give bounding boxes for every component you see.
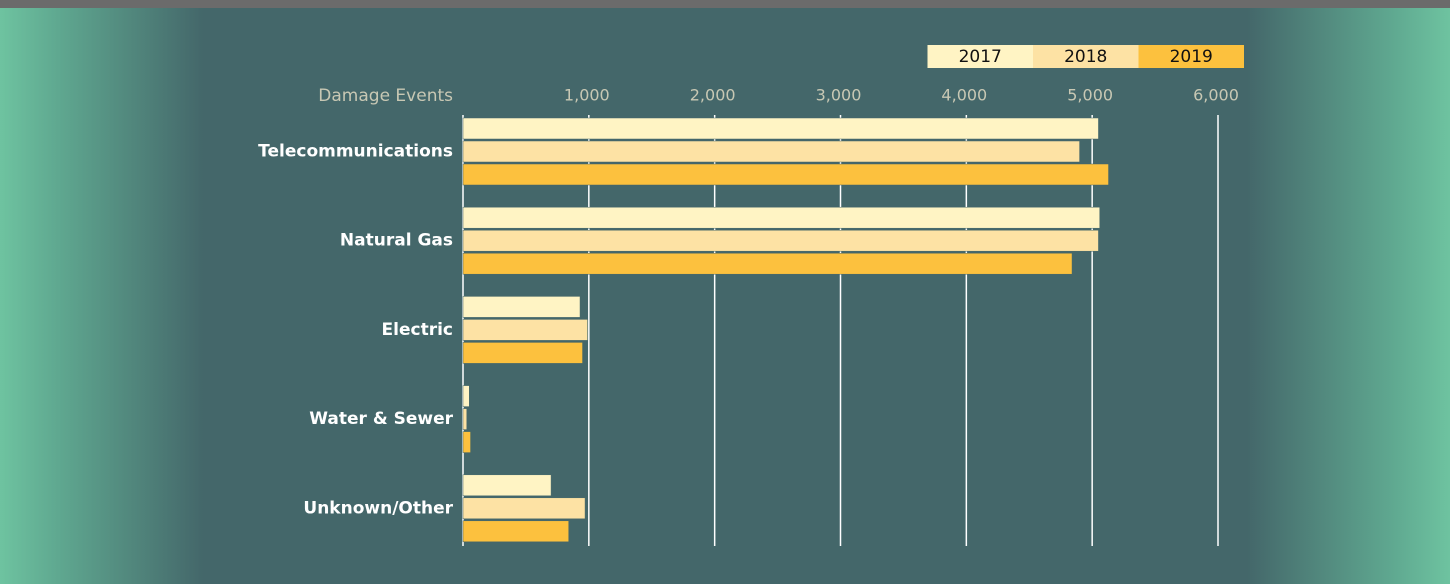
x-tick-label: 5,000 <box>1067 86 1113 105</box>
bar <box>462 385 470 407</box>
axis-label: Damage Events <box>318 86 453 106</box>
bar <box>462 117 1099 140</box>
top-strip <box>0 0 1450 8</box>
x-tick-label: 3,000 <box>816 86 862 105</box>
category-label: Electric <box>382 320 453 340</box>
legend-label: 2017 <box>959 47 1002 67</box>
legend-swatch <box>1138 45 1244 68</box>
category-label: Telecommunications <box>258 142 453 162</box>
bar <box>462 140 1080 163</box>
bar <box>462 497 586 520</box>
bar <box>462 296 581 318</box>
category-label: Natural Gas <box>340 231 453 251</box>
bar <box>462 252 1073 275</box>
x-tick-label: 2,000 <box>690 86 736 105</box>
x-tick-label: 1,000 <box>564 86 610 105</box>
bar <box>462 319 588 341</box>
category-label: Water & Sewer <box>309 409 453 429</box>
bar <box>462 408 468 430</box>
legend-label: 2019 <box>1170 47 1213 67</box>
bar <box>462 342 583 364</box>
bar <box>462 520 569 543</box>
x-tick-label: 4,000 <box>941 86 987 105</box>
bar <box>462 229 1099 252</box>
category-label: Unknown/Other <box>303 498 453 518</box>
x-tick-label: 6,000 <box>1193 86 1239 105</box>
bar <box>462 163 1109 186</box>
bar <box>462 206 1100 229</box>
bar <box>462 431 471 453</box>
legend-label: 2018 <box>1064 47 1107 67</box>
bar <box>462 474 552 497</box>
legend-swatch <box>927 45 1033 68</box>
legend-swatch <box>1033 45 1139 68</box>
